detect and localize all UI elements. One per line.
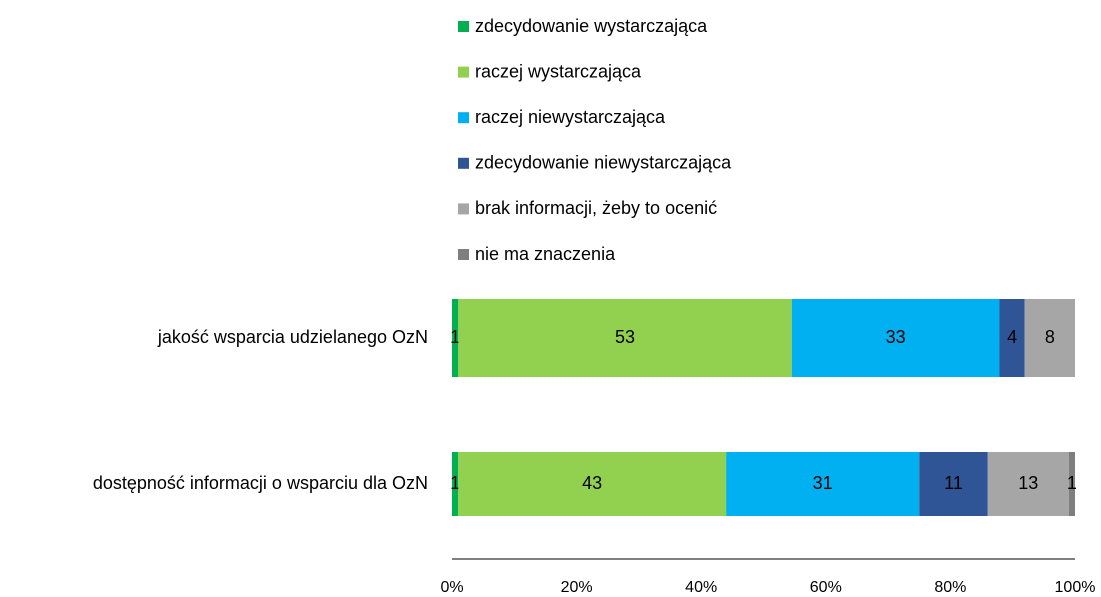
legend-label: zdecydowanie wystarczająca — [475, 16, 708, 36]
x-tick-label: 60% — [810, 579, 842, 596]
bar-segment — [452, 299, 459, 377]
bar-segment — [1024, 299, 1075, 377]
bar-segment — [987, 452, 1069, 516]
bar-segment — [999, 299, 1025, 377]
legend-swatch — [458, 112, 469, 124]
data-label: 13 — [1018, 473, 1038, 493]
bar-segment — [791, 299, 1000, 377]
bar-segment — [726, 452, 920, 516]
legend-swatch — [458, 203, 469, 215]
legend-label: zdecydowanie niewystarczająca — [475, 153, 732, 173]
bar-segment — [1068, 452, 1075, 516]
data-label: 11 — [944, 473, 963, 493]
bar-segment — [458, 452, 727, 516]
legend-swatch — [458, 249, 469, 260]
data-label: 43 — [582, 473, 602, 493]
legend-label: brak informacji, żeby to ocenić — [475, 198, 717, 218]
legend-label: raczej niewystarczająca — [475, 107, 666, 127]
data-label: 1 — [450, 327, 460, 347]
data-label: 31 — [813, 473, 833, 493]
legend-swatch — [458, 66, 469, 78]
x-tick-label: 80% — [934, 579, 966, 596]
x-tick-label: 20% — [561, 579, 593, 596]
data-label: 4 — [1007, 327, 1017, 347]
bar-segment — [919, 452, 988, 516]
x-tick-label: 100% — [1055, 579, 1096, 596]
data-label: 1 — [450, 473, 460, 493]
data-label: 33 — [886, 327, 906, 347]
data-label: 53 — [615, 327, 635, 347]
x-tick-label: 40% — [685, 579, 717, 596]
bar-segment — [458, 299, 792, 377]
data-label: 1 — [1067, 473, 1077, 493]
legend-label: raczej wystarczająca — [475, 61, 642, 81]
legend-swatch — [458, 21, 469, 32]
legend-label: nie ma znaczenia — [475, 244, 616, 264]
bar-segment — [452, 452, 459, 516]
legend-swatch — [458, 157, 469, 169]
x-tick-label: 0% — [440, 579, 463, 596]
data-label: 8 — [1045, 327, 1055, 347]
category-label: jakość wsparcia udzielanego OzN — [157, 327, 428, 347]
category-label: dostępność informacji o wsparciu dla OzN — [93, 473, 428, 493]
